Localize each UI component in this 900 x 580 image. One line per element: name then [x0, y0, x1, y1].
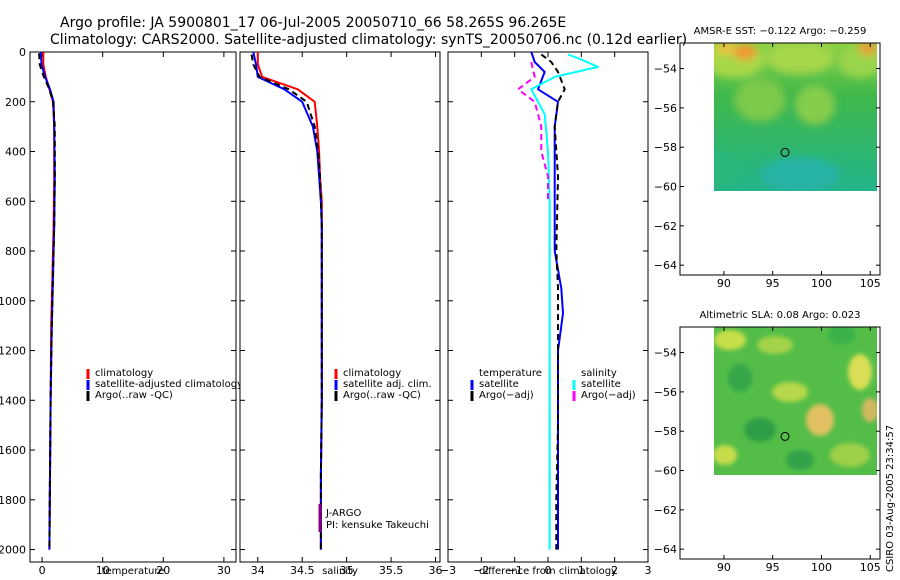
y-tick-label: −64	[654, 259, 677, 272]
x-tick-label: 100	[811, 561, 832, 574]
y-tick-label: 1600	[0, 444, 26, 457]
annotation-text: J-ARGO	[325, 508, 362, 519]
y-tick-label: −60	[654, 181, 677, 194]
series-line-argo-raw-qc-	[38, 53, 56, 550]
x-tick-label: 95	[766, 277, 780, 290]
title-line-2: Climatology: CARS2000. Satellite-adjuste…	[50, 32, 687, 48]
y-tick-label: −62	[654, 220, 677, 233]
axes-frame-salinity	[239, 51, 441, 563]
x-tick-label: 90	[717, 561, 731, 574]
legend-difference: temperaturesatelliteArgo(−adj)salinitysa…	[470, 368, 636, 401]
x-tick-label: 2	[611, 564, 618, 577]
legend-label: Argo(−adj)	[479, 390, 534, 401]
legend-label: salinity	[581, 368, 617, 379]
x-tick-label: 35	[340, 564, 354, 577]
y-tick-label: −64	[654, 543, 677, 556]
y-tick-label: 1800	[0, 494, 26, 507]
x-tick-label: 30	[217, 564, 231, 577]
legend-label: satellite-adjusted climatology	[95, 379, 243, 390]
x-tick-label: 20	[156, 564, 170, 577]
x-tick-label: 100	[811, 277, 832, 290]
x-tick-label: 1	[578, 564, 585, 577]
y-tick-label: 400	[5, 146, 26, 159]
y-tick-label: 1200	[0, 345, 26, 358]
y-tick-label: 1400	[0, 394, 26, 407]
x-tick-label: 95	[766, 561, 780, 574]
sla-texture	[714, 327, 877, 470]
annotation-text: PI: kensuke Takeuchi	[326, 520, 429, 531]
profile-panels: 0 10 20 30020040060080010001200140016001800…	[0, 46, 652, 577]
x-axis-label-temperature: temperature	[102, 566, 165, 577]
legend-label: temperature	[479, 368, 542, 379]
legend-label: satellite	[479, 379, 519, 390]
series-line-temperature-satellite	[530, 51, 564, 550]
x-tick-label: 34.5	[290, 564, 315, 577]
x-tick-label: 3	[645, 564, 652, 577]
legend-label: satellite adj. clim.	[343, 379, 432, 390]
x-tick-label: −1	[507, 564, 523, 577]
y-tick-label: −54	[654, 347, 677, 360]
legend-label: Argo(−adj)	[581, 390, 636, 401]
x-tick-label: 10	[96, 564, 110, 577]
map-title-sla_map: Altimetric SLA: 0.08 Argo: 0.023	[700, 310, 861, 321]
float-position-marker	[780, 147, 790, 157]
sst-texture	[714, 43, 877, 191]
y-tick-label: 800	[5, 245, 26, 258]
series-line-argo-raw-qc-	[250, 54, 323, 550]
y-tick-label: −56	[654, 102, 677, 115]
y-tick-label: −62	[654, 504, 677, 517]
y-tick-label: 0	[19, 46, 26, 59]
x-tick-label: 35.5	[379, 564, 404, 577]
legend-label: climatology	[343, 368, 401, 379]
x-tick-label: −3	[440, 564, 456, 577]
y-tick-label: −56	[654, 386, 677, 399]
x-tick-label: 90	[717, 277, 731, 290]
map-panels: AMSR-E SST: −0.122 Argo: −0.259 90 95 100 10…	[654, 26, 881, 574]
legend-label: climatology	[95, 368, 153, 379]
x-tick-label: 34	[251, 564, 265, 577]
y-tick-label: −58	[654, 141, 677, 154]
y-tick-label: −54	[654, 63, 677, 76]
x-tick-label: 0	[545, 564, 552, 577]
map-title-sst_map: AMSR-E SST: −0.122 Argo: −0.259	[694, 26, 867, 37]
legend-label: Argo(..raw -QC)	[343, 390, 421, 401]
x-tick-label: 36	[429, 564, 443, 577]
x-tick-label: 0	[39, 564, 46, 577]
map-sla_map: Altimetric SLA: 0.08 Argo: 0.023 90 95 100 1…	[654, 310, 881, 574]
x-axis-label-salinity: salinity	[322, 566, 358, 577]
x-axis-label-difference: difference from climatology	[479, 566, 617, 577]
legend-label: satellite	[581, 379, 621, 390]
title-line-1: Argo profile: JA 5900801_17 06-Jul-2005 …	[60, 15, 566, 31]
sla-heatmap	[714, 327, 877, 475]
x-tick-label: 105	[860, 561, 881, 574]
panel-salinity: 34 34.5 35 35.5 36 salinity climatologysatelli…	[239, 51, 443, 577]
y-tick-label: 1000	[0, 295, 26, 308]
y-tick-label: 600	[5, 195, 26, 208]
y-tick-label: 200	[5, 96, 26, 109]
axes-frame-difference	[447, 51, 649, 563]
map-sst_map: AMSR-E SST: −0.122 Argo: −0.259 90 95 100 10…	[654, 26, 881, 290]
float-position-marker	[780, 431, 790, 441]
y-tick-label: 2000	[0, 544, 26, 557]
sst-heatmap	[714, 43, 877, 191]
map-frame	[679, 326, 881, 560]
panel-difference: −3 −2 −1 0 1 2 3 difference from climatology tem…	[440, 51, 652, 577]
panel-temperature: 0 10 20 30 0 200 400 600 800 1000 1200 1400 1600 1800…	[0, 46, 243, 577]
axes-frame-temperature	[29, 51, 237, 563]
legend-label: Argo(..raw -QC)	[95, 390, 173, 401]
y-tick-label: −58	[654, 425, 677, 438]
y-tick-label: −60	[654, 465, 677, 478]
side-timestamp: CSIRO 03-Aug-2005 23:34:57	[885, 425, 896, 572]
x-tick-label: 105	[860, 277, 881, 290]
map-frame	[679, 42, 881, 276]
x-tick-label: −2	[473, 564, 489, 577]
